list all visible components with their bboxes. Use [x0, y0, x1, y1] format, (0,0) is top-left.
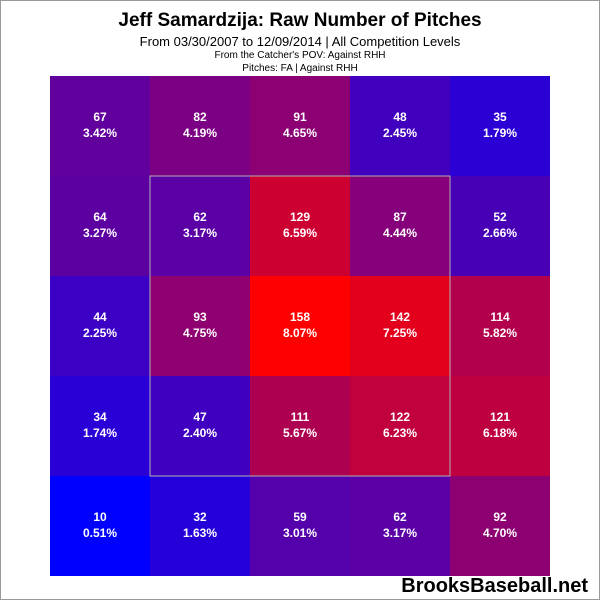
cell-percent-label: 6.23%: [382, 426, 418, 440]
heatmap-cell: [350, 176, 450, 276]
heatmap-cell: [450, 176, 550, 276]
heatmap-cell: [50, 276, 150, 376]
cell-count-label: 52: [493, 210, 507, 224]
heatmap-cell: [450, 376, 550, 476]
pitch-filter-note: Pitches: FA | Against RHH: [242, 63, 358, 74]
heatmap-cell: [250, 376, 350, 476]
cell-percent-label: 5.82%: [482, 326, 518, 340]
heatmap-cell: [250, 276, 350, 376]
cell-percent-label: 4.19%: [182, 126, 218, 140]
cell-percent-label: 1.63%: [182, 526, 218, 540]
cell-count-label: 47: [193, 410, 207, 424]
chart-subtitle: From 03/30/2007 to 12/09/2014 | All Comp…: [139, 34, 461, 49]
heatmap-cell: [150, 76, 250, 176]
cell-count-label: 142: [389, 310, 411, 324]
chart-title: Jeff Samardzija: Raw Number of Pitches: [118, 10, 482, 31]
heatmap-cell: [350, 76, 450, 176]
cell-count-label: 35: [493, 110, 507, 124]
cell-percent-label: 5.67%: [282, 426, 318, 440]
heatmap-cell: [150, 276, 250, 376]
cell-count-label: 93: [193, 310, 207, 324]
cell-percent-label: 4.70%: [482, 526, 518, 540]
cell-count-label: 114: [490, 310, 510, 324]
cell-percent-label: 3.01%: [282, 526, 318, 540]
cell-count-label: 121: [489, 410, 511, 424]
cell-percent-label: 4.75%: [182, 326, 218, 340]
cell-percent-label: 3.17%: [182, 226, 218, 240]
heatmap-cell: [250, 76, 350, 176]
cell-percent-label: 1.74%: [82, 426, 118, 440]
cell-percent-label: 6.59%: [282, 226, 318, 240]
cell-percent-label: 3.27%: [82, 226, 118, 240]
cell-percent-label: 8.07%: [282, 326, 318, 340]
cell-percent-label: 6.18%: [482, 426, 518, 440]
cell-count-label: 87: [393, 210, 407, 224]
cell-count-label: 10: [93, 510, 107, 524]
cell-count-label: 32: [193, 510, 207, 524]
cell-count-label: 111: [290, 410, 310, 424]
cell-percent-label: 2.40%: [182, 426, 218, 440]
heatmap-cell: [250, 476, 350, 576]
cell-percent-label: 4.65%: [282, 126, 318, 140]
brooksbaseball-watermark: BrooksBaseball.net: [401, 575, 588, 597]
heatmap-cell: [450, 76, 550, 176]
heatmap-cell: [450, 476, 550, 576]
heatmap-cell: [250, 176, 350, 276]
cell-percent-label: 7.25%: [382, 326, 418, 340]
cell-count-label: 158: [289, 310, 311, 324]
cell-count-label: 48: [393, 110, 407, 124]
heatmap-cell: [350, 276, 450, 376]
heatmap-cell: [50, 76, 150, 176]
cell-count-label: 62: [393, 510, 407, 524]
cell-count-label: 122: [389, 410, 411, 424]
cell-count-label: 91: [293, 110, 307, 124]
cell-count-label: 129: [289, 210, 311, 224]
cell-count-label: 82: [193, 110, 207, 124]
perspective-note: From the Catcher's POV: Against RHH: [214, 50, 386, 61]
cell-count-label: 64: [93, 210, 107, 224]
heatmap-cell: [150, 376, 250, 476]
heatmap-cell: [450, 276, 550, 376]
cell-percent-label: 0.51%: [82, 526, 118, 540]
cell-count-label: 34: [93, 410, 107, 424]
cell-count-label: 44: [93, 310, 107, 324]
cell-percent-label: 3.17%: [382, 526, 418, 540]
heatmap-cell: [50, 176, 150, 276]
cell-percent-label: 2.45%: [382, 126, 418, 140]
cell-count-label: 62: [193, 210, 207, 224]
cell-percent-label: 2.25%: [82, 326, 118, 340]
heatmap-cell: [150, 176, 250, 276]
cell-percent-label: 4.44%: [382, 226, 418, 240]
heatmap-cell: [150, 476, 250, 576]
cell-percent-label: 3.42%: [82, 126, 118, 140]
cell-count-label: 92: [493, 510, 507, 524]
heatmap-cell: [350, 376, 450, 476]
heatmap-cell: [50, 376, 150, 476]
cell-percent-label: 1.79%: [482, 126, 518, 140]
cell-count-label: 59: [293, 510, 307, 524]
strike-zone-outline: [149, 175, 451, 477]
heatmap-cell: [50, 476, 150, 576]
cell-percent-label: 2.66%: [482, 226, 518, 240]
heatmap-cell: [350, 476, 450, 576]
cell-count-label: 67: [93, 110, 107, 124]
